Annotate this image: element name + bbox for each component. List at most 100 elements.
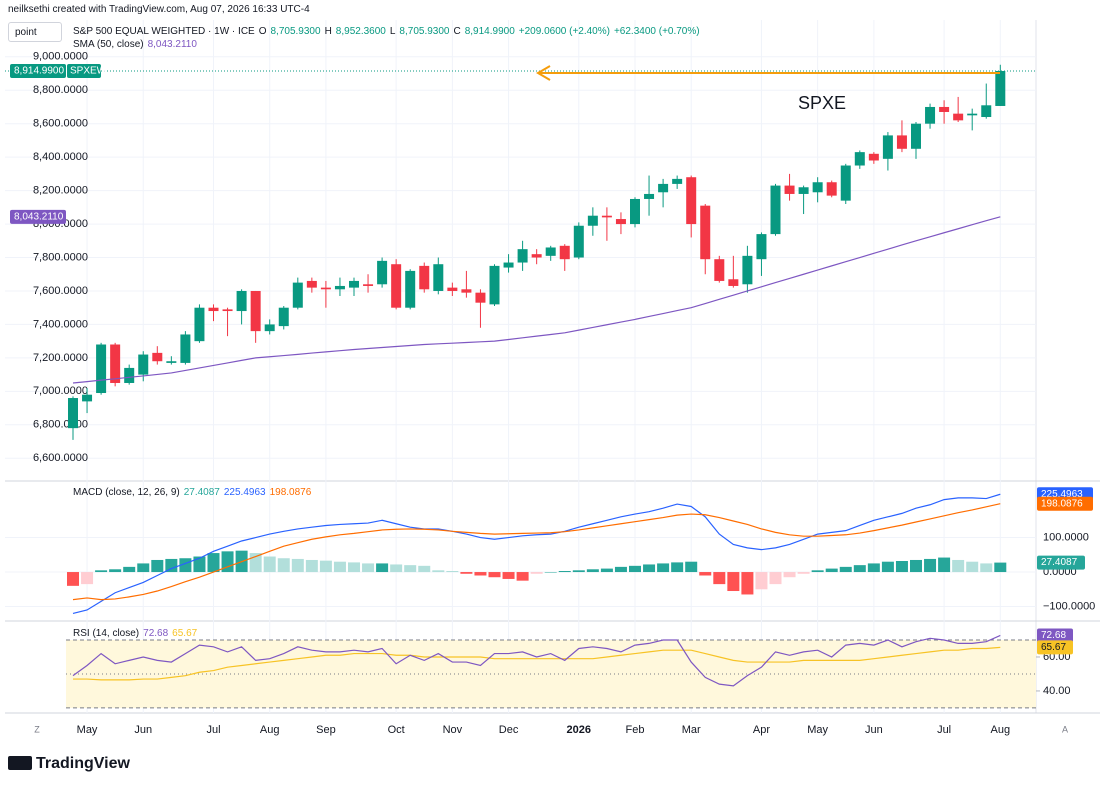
histogram-bar [95,570,108,573]
histogram-bar [305,559,318,573]
legend-value: 65.67 [172,628,198,639]
symbol-badge [67,64,101,79]
x-tick-label: May [807,724,828,736]
histogram-bar [418,565,431,573]
histogram-bar [755,572,768,590]
sma-badge-label: 8,043.2110 [14,211,64,222]
y-tick-label: 6,600.0000 [33,452,88,464]
candle-body [798,187,809,194]
candle-body [152,352,163,362]
candle-body [447,287,458,291]
credit: neilksethi created with TradingView.com,… [8,4,310,15]
y-tick-label: 8,600.0000 [33,118,88,130]
candle-body [981,105,992,118]
hist-badge-label: 27.4087 [1041,557,1078,568]
histogram-bar [586,569,599,573]
x-tick-label: Jul [937,724,951,736]
x-tick-label: Sep [316,724,336,736]
logo-icon [8,756,32,770]
symbol-label: SPXEW [70,66,107,77]
histogram-bar [67,572,79,586]
legend-key: L [389,26,396,37]
plot-layer: May Jun Jul Aug Sep Oct Nov Dec 2026 Feb Mar Apr May… [5,20,1095,736]
candle-body [868,153,879,161]
logo-text: TradingView [36,755,131,772]
x-tick-label: Oct [388,724,405,736]
y-tick-label: 7,600.0000 [33,285,88,297]
x-tick-label: Jun [865,724,883,736]
histogram-bar [432,570,445,573]
candle-body [82,394,93,402]
candle-body [489,265,500,305]
candle-body [419,265,430,290]
price-legend: S&P 500 EQUAL WEIGHTED · 1W · ICE O 8,705… [73,26,700,37]
legend-title: SMA (50, close) [73,39,144,50]
candle-body [953,113,964,121]
button[interactable]: point [8,22,62,42]
candle-body [110,344,121,383]
sma-line [72,216,1001,384]
price-badge-label: 8,914.9900 [14,66,64,77]
histogram-bar [544,572,557,573]
candle-body [686,177,697,225]
candle-body [124,367,135,383]
y-tick-label: 8,800.0000 [33,84,88,96]
candle-body [250,290,261,332]
histogram-bar [263,556,276,573]
candle-body [334,285,345,290]
histogram-bar [109,569,122,573]
rsi-badge [1037,628,1073,643]
rsi-badge-label: 72.68 [1041,630,1066,641]
histogram-bar [558,571,571,573]
x-tick-label: Mar [682,724,701,736]
corner-label: Z [34,724,40,734]
hist-badge [1037,555,1085,570]
histogram-bar [348,562,360,573]
histogram-bar [123,566,136,573]
legend-value: 225.4963 [223,487,266,498]
rsi-line [72,634,1001,687]
histogram-bar [530,572,543,574]
candle-body [573,225,584,258]
y-tick-label: 6,800.0000 [33,419,88,431]
candle-body [826,182,837,196]
candle-body [278,307,289,327]
candle-body [700,205,711,260]
legend-key: H [324,26,332,37]
x-tick-label: Dec [499,724,519,736]
legend-value: 8,043.2110 [147,39,197,50]
histogram-bar [825,568,838,573]
x-tick-label: May [77,724,98,736]
histogram-bar [516,572,529,581]
x-tick-label: Jul [206,724,220,736]
x-tick-label: Nov [443,724,463,736]
candle-body [784,185,795,194]
y-tick-label: 7,800.0000 [33,251,88,263]
y-tick-label: 8,200.0000 [33,185,88,197]
histogram-bar [319,560,332,573]
candle-body [349,280,359,288]
histogram-bar [446,571,459,573]
candle-body [517,249,528,263]
x-tick-label: Aug [991,724,1011,736]
histogram-bar [277,558,290,573]
legend-key: C [453,26,461,37]
x-tick-label: 2026 [567,724,591,736]
candle-body [854,152,865,166]
histogram-bar [488,572,501,578]
legend-value: +209.0600 (+2.40%) [518,26,610,37]
candle-body [587,215,598,226]
histogram-bar [881,561,894,573]
legend-value: 8,705.9300 [270,26,321,37]
candle-body [545,247,556,256]
histogram-bar [867,563,880,573]
legend-value: 27.4087 [183,487,220,498]
rsi-badge-label: 65.67 [1041,642,1066,653]
legend-value: +62.3400 (+0.70%) [613,26,700,37]
histogram-bar [713,572,726,585]
y-tick-label: 7,200.0000 [33,352,88,364]
candle-body [222,309,233,312]
candle-body [840,165,851,201]
candle-body [770,185,781,235]
